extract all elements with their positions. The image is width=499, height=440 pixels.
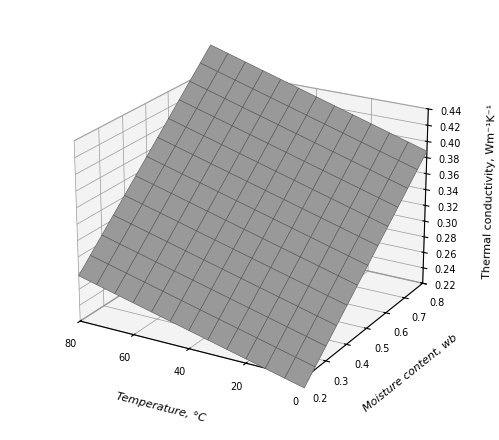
Y-axis label: Moisture content, wb: Moisture content, wb xyxy=(362,333,460,414)
X-axis label: Temperature, °C: Temperature, °C xyxy=(115,391,206,423)
